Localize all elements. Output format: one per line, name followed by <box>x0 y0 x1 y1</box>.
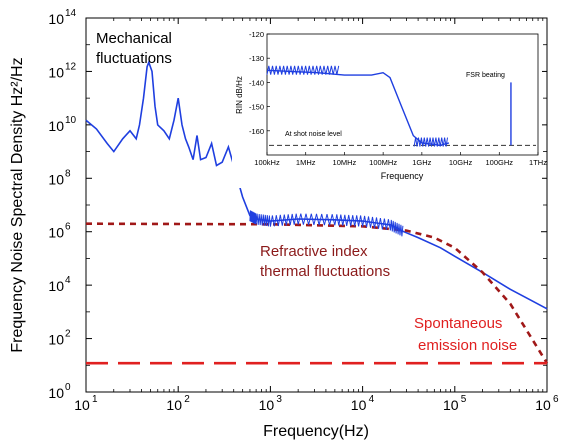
inset-chart: 100kHz 1MHz 10MHz 100MHz 1GHz 10GHz 100GHz 1THz… <box>232 28 547 188</box>
inset-shot-noise-annotation: At shot noise level <box>285 131 342 138</box>
x-tick-label: 10 <box>351 397 367 413</box>
y-tick-exponent: 12 <box>65 61 77 72</box>
y-tick-exponent: 2 <box>65 329 71 340</box>
measured-noise-jitter <box>249 210 404 237</box>
inset-x-tick-label: 100MHz <box>369 158 397 167</box>
inset-y-tick-label: -130 <box>249 54 264 63</box>
inset-x-axis: 100kHz 1MHz 10MHz 100MHz 1GHz 10GHz 100GHz 1THz <box>254 152 547 167</box>
mechanical-annotation-line2: fluctuations <box>96 50 172 67</box>
inset-y-tick-label: -140 <box>249 78 264 87</box>
y-tick-label: 10 <box>48 118 64 134</box>
inset-series-layer <box>266 65 536 147</box>
x-axis: 10 1 10 2 10 3 10 4 10 5 10 6 <box>74 18 559 413</box>
y-tick-label: 10 <box>48 278 64 294</box>
inset-x-tick-label: 1THz <box>529 158 547 167</box>
x-tick-label: 10 <box>166 397 182 413</box>
refractive-annotation-line2: thermal fluctuations <box>260 263 390 280</box>
inset-rin-noise <box>266 65 340 75</box>
x-tick-exponent: 6 <box>553 394 559 405</box>
y-tick-exponent: 14 <box>65 8 77 19</box>
inset-x-tick-label: 1MHz <box>296 158 316 167</box>
y-tick-exponent: 4 <box>65 275 71 286</box>
inset-frame <box>266 33 539 156</box>
inset-fsr-annotation: FSR beating <box>466 72 505 79</box>
series-layer <box>85 59 549 365</box>
inset-x-tick-label: 100GHz <box>486 158 514 167</box>
x-tick-label: 10 <box>443 397 459 413</box>
x-tick-label: 10 <box>74 397 90 413</box>
y-tick-label: 10 <box>48 225 64 241</box>
inset-background <box>232 28 542 188</box>
inset-rin-noise-dip <box>413 137 448 147</box>
x-axis-label: Frequency(Hz) <box>263 423 369 440</box>
thermal-fluctuation-line <box>85 222 549 364</box>
x-tick-label: 10 <box>535 397 551 413</box>
y-tick-label: 10 <box>48 11 64 27</box>
inset-y-tick-label: -120 <box>249 30 264 39</box>
inset-y-axis: -120 -130 -140 -150 -160 <box>249 30 270 136</box>
x-tick-exponent: 1 <box>92 394 98 405</box>
y-tick-label: 10 <box>48 332 64 348</box>
inset-y-tick-label: -150 <box>249 103 264 112</box>
x-tick-label: 10 <box>259 397 275 413</box>
inset-x-tick-label: 10GHz <box>449 158 473 167</box>
spontaneous-annotation-line1: Spontaneous <box>414 315 502 332</box>
y-tick-label: 10 <box>48 385 64 401</box>
inset-x-tick-label: 1GHz <box>412 158 431 167</box>
inset-x-tick-label: 100kHz <box>254 158 280 167</box>
x-tick-exponent: 2 <box>184 394 190 405</box>
y-tick-exponent: 0 <box>65 382 71 393</box>
inset-x-axis-label: Frequency <box>381 171 424 181</box>
y-tick-label: 10 <box>48 64 64 80</box>
x-tick-exponent: 3 <box>276 394 282 405</box>
inset-x-tick-label: 10MHz <box>333 158 357 167</box>
x-tick-exponent: 4 <box>369 394 375 405</box>
y-tick-exponent: 6 <box>65 222 71 233</box>
mechanical-annotation-line1: Mechanical <box>96 30 172 47</box>
y-axis-label: Frequency Noise Spectral Density Hz²/Hz <box>9 57 26 352</box>
y-tick-label: 10 <box>48 171 64 187</box>
spontaneous-annotation-line2: emission noise <box>418 337 517 354</box>
inset-y-axis-label: RIN dB/Hz <box>235 76 244 114</box>
y-tick-exponent: 8 <box>65 168 71 179</box>
refractive-annotation-line1: Refractive index <box>260 243 368 260</box>
y-tick-exponent: 10 <box>65 115 77 126</box>
inset-y-tick-label: -160 <box>249 127 264 136</box>
x-tick-exponent: 5 <box>461 394 467 405</box>
